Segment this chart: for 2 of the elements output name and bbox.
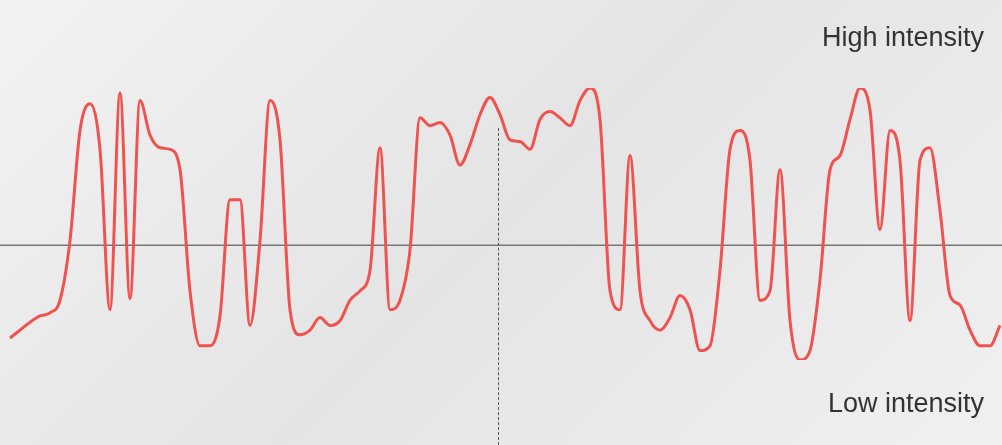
text: High intensity bbox=[821, 22, 984, 53]
text: Low intensity bbox=[827, 388, 984, 419]
